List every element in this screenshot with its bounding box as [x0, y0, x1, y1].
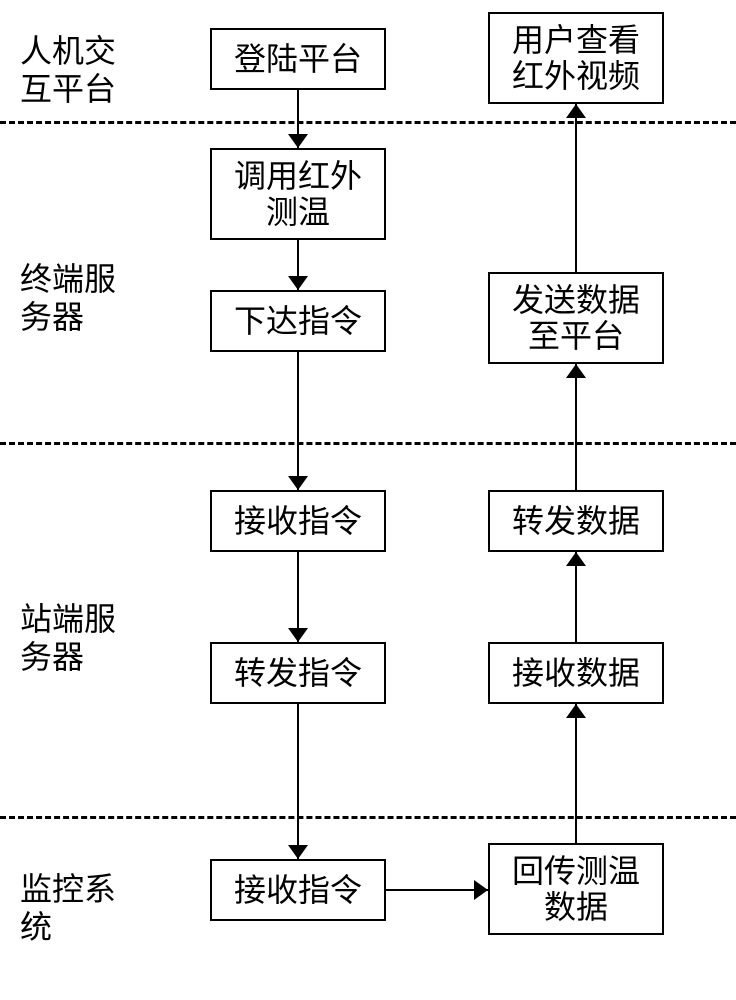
- node-fwd-data: 转发数据: [488, 490, 664, 552]
- node-return-data: 回传测温数据: [488, 843, 664, 935]
- lane-label-terminal: 终端服务器: [20, 260, 116, 336]
- node-view: 用户查看红外视频: [488, 12, 664, 104]
- node-recv-data: 接收数据: [488, 642, 664, 704]
- node-call-ir: 调用红外测温: [210, 148, 386, 240]
- node-login: 登陆平台: [210, 28, 386, 90]
- lane-divider-3: [0, 816, 736, 819]
- lane-label-station: 站端服务器: [20, 600, 116, 676]
- node-recv-cmd: 接收指令: [210, 490, 386, 552]
- lane-label-hmi: 人机交互平台: [20, 32, 116, 108]
- node-issue-cmd: 下达指令: [210, 290, 386, 352]
- lane-divider-1: [0, 121, 736, 124]
- node-fwd-cmd: 转发指令: [210, 642, 386, 704]
- diagram-canvas: 人机交互平台 终端服务器 站端服务器 监控系统 登陆平台 用户查看红外视频 调用…: [0, 0, 736, 1000]
- node-recv-cmd2: 接收指令: [210, 859, 386, 921]
- node-send-platform: 发送数据至平台: [488, 272, 664, 364]
- lane-label-monitor: 监控系统: [20, 870, 116, 946]
- lane-divider-2: [0, 442, 736, 445]
